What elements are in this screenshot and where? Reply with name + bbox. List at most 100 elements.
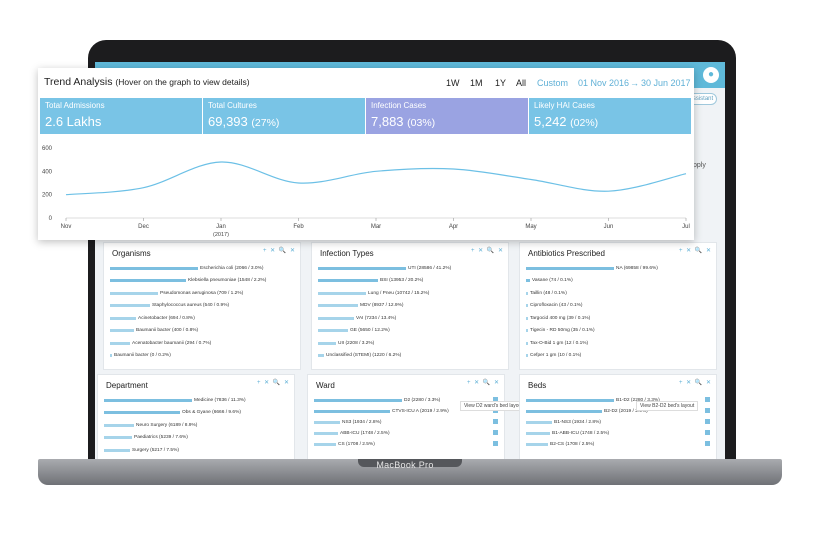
row-bar	[314, 409, 390, 413]
kpi-infection-cases[interactable]: Infection Cases 7,883 (03%)	[366, 98, 529, 134]
list-item[interactable]: ABB-ICU (1748 / 2.5%)	[314, 430, 390, 436]
row-bar	[526, 304, 528, 307]
series-line[interactable]	[65, 161, 687, 196]
row-label: CTVS-ICU A (2019 / 2.9%)	[392, 408, 449, 414]
bed-layout-icon[interactable]	[493, 397, 498, 402]
list-item[interactable]: Vasane (74 / 0.1%)	[526, 278, 573, 284]
row-bar	[110, 316, 136, 320]
list-item[interactable]: Cefper 1 gm (10 / 0.1%)	[526, 353, 581, 359]
list-item[interactable]: Targocid 400 mg (39 / 0.1%)	[526, 315, 590, 321]
row-label: B2-CS (1708 / 2.5%)	[550, 441, 595, 447]
list-item[interactable]: CS (1708 / 2.5%)	[314, 441, 375, 447]
row-label: D2 (2280 / 3.3%)	[404, 397, 441, 403]
list-item[interactable]: Paediatrics (5239 / 7.6%)	[104, 435, 188, 441]
card-tools-icon[interactable]: + ✕ 🔍 ✕	[470, 248, 504, 254]
row-label: Unclassified (STEMI) (1220 / 6.2%)	[326, 353, 402, 358]
x-tick-label: Dec	[138, 224, 149, 230]
card-tools-icon[interactable]: + ✕ 🔍 ✕	[466, 380, 500, 386]
list-item[interactable]: BSI (13953 / 20.2%)	[318, 278, 423, 284]
range-1m[interactable]: 1M	[470, 78, 483, 88]
list-item[interactable]: Acenatobacter baumanii (294 / 0.7%)	[110, 340, 211, 346]
antibiotics-card: Antibiotics Prescribed + ✕ 🔍 ✕ NA (69858…	[519, 242, 717, 370]
card-tools-icon[interactable]: + ✕ 🔍 ✕	[678, 248, 712, 254]
x-tick-label: Jul	[682, 224, 690, 230]
organisms-card: Organisms + ✕ 🔍 ✕ Escherichia coli (2066…	[103, 242, 301, 370]
list-item[interactable]: CTVS-ICU A (2019 / 2.9%)	[314, 408, 449, 414]
bed-layout-icon[interactable]	[705, 419, 710, 424]
list-item[interactable]: Tigecin - RD 50mg (35 / 0.1%)	[526, 328, 595, 334]
user-icon[interactable]: ●	[703, 67, 719, 83]
kpi-total-cultures[interactable]: Total Cultures 69,393 (27%)	[203, 98, 366, 134]
kpi-likely-hai-cases[interactable]: Likely HAI Cases 5,242 (02%)	[529, 98, 692, 134]
list-item[interactable]: VAI (7234 / 13.4%)	[318, 315, 396, 321]
row-bar	[110, 304, 150, 307]
bed-layout-icon[interactable]	[705, 441, 710, 446]
row-bar	[526, 420, 552, 424]
list-item[interactable]: B1-NS3 (1934 / 2.8%)	[526, 419, 601, 425]
range-custom[interactable]: Custom	[537, 78, 569, 88]
list-item[interactable]: Neuro Surgery (6189 / 8.9%)	[104, 422, 197, 428]
infection-types-card: Infection Types + ✕ 🔍 ✕ UTI (28586 / 41.…	[311, 242, 509, 370]
list-item[interactable]: Acinetobacter (694 / 0.8%)	[110, 315, 195, 321]
list-item[interactable]: Tax-O-Bid 1 gm (12 / 0.1%)	[526, 340, 588, 346]
list-item[interactable]: Lung / Pneu (10742 / 15.2%)	[318, 290, 429, 296]
card-tools-icon[interactable]: + ✕ 🔍 ✕	[678, 380, 712, 386]
list-item[interactable]: UII (2208 / 3.2%)	[318, 340, 374, 346]
kpi-total-admissions[interactable]: Total Admissions 2.6 Lakhs	[40, 98, 203, 134]
row-label: Neuro Surgery (6189 / 8.9%)	[136, 422, 198, 428]
list-item[interactable]: MDV (8937 / 12.9%)	[318, 303, 403, 309]
list-item[interactable]: Pseudomonas aeruginosa (709 / 1.2%)	[110, 290, 243, 296]
list-item[interactable]: D2 (2280 / 3.3%)	[314, 397, 440, 403]
list-item[interactable]: Unclassified (STEMI) (1220 / 6.2%)	[318, 353, 401, 359]
list-item[interactable]: Taillin (48 / 0.1%)	[526, 290, 567, 296]
list-item[interactable]: NA (69858 / 99.6%)	[526, 265, 658, 271]
range-all[interactable]: All	[516, 78, 527, 88]
list-item[interactable]: B1-ABB-ICU (1748 / 2.5%)	[526, 430, 609, 436]
list-item[interactable]: B1-D2 (2280 / 3.3%)	[526, 397, 660, 403]
x-tick-label: Jan	[216, 224, 226, 230]
row-bar	[110, 329, 134, 332]
card-title: Beds	[528, 381, 547, 390]
list-item[interactable]: Baumanii bacter (0 / 0.2%)	[110, 353, 171, 359]
card-tools-icon[interactable]: + ✕ 🔍 ✕	[256, 380, 290, 386]
trend-title-text: Trend Analysis	[44, 76, 113, 88]
date-to[interactable]: 30 Jun 2017	[641, 78, 691, 88]
list-item[interactable]: Staphylococcus aureus (540 / 0.9%)	[110, 303, 229, 309]
bed-layout-icon[interactable]	[705, 430, 710, 435]
date-from[interactable]: 01 Nov 2016	[578, 78, 630, 88]
bed-layout-icon[interactable]	[705, 408, 710, 413]
row-label: Acenatobacter baumanii (294 / 0.7%)	[132, 340, 212, 346]
row-bar	[314, 398, 402, 402]
laptop-notch	[358, 459, 462, 467]
trend-subtitle: (Hover on the graph to view details)	[115, 77, 250, 87]
list-item[interactable]: Surgery (5217 / 7.5%)	[104, 447, 179, 453]
laptop-base	[38, 459, 782, 485]
row-bar	[318, 266, 406, 270]
list-item[interactable]: GE (5650 / 12.2%)	[318, 328, 390, 334]
list-item[interactable]: UTI (28586 / 41.2%)	[318, 265, 451, 271]
trend-line-chart[interactable]: 0 200 400 600 Nov Dec Jan Feb Mar Apr May Jun Jul (20…	[38, 138, 694, 238]
list-item[interactable]: Klebsiella pneumoniae (1548 / 2.2%)	[110, 278, 266, 284]
device-label: MacBook Pro	[376, 460, 434, 470]
kpi-label: Infection Cases	[371, 101, 427, 110]
card-tools-icon[interactable]: + ✕ 🔍 ✕	[262, 248, 296, 254]
bed-layout-icon[interactable]	[705, 397, 710, 402]
y-tick-label: 200	[42, 193, 53, 199]
list-item[interactable]: Ciprofloxacin (43 / 0.1%)	[526, 303, 583, 309]
bed-layout-icon[interactable]	[493, 419, 498, 424]
list-item[interactable]: Medicine (7836 / 11.3%)	[104, 397, 246, 403]
row-label: VAI (7234 / 13.4%)	[356, 315, 397, 321]
bed-layout-icon[interactable]	[493, 441, 498, 446]
row-label: Targocid 400 mg (39 / 0.1%)	[530, 315, 591, 321]
bed-layout-icon[interactable]	[493, 430, 498, 435]
list-item[interactable]: B2-D2 (2019 / 2.9%)	[526, 408, 648, 414]
list-item[interactable]: B2-CS (1708 / 2.5%)	[526, 441, 594, 447]
list-item[interactable]: Baumanii bacter (400 / 0.8%)	[110, 328, 198, 334]
list-item[interactable]: Escherichia coli (2066 / 3.0%)	[110, 265, 263, 271]
range-1y[interactable]: 1Y	[495, 78, 507, 88]
ward-card: Ward + ✕ 🔍 ✕ D2 (2280 / 3.3%) CTVS-ICU A …	[307, 374, 527, 460]
list-item[interactable]: NS3 (1934 / 2.8%)	[314, 419, 381, 425]
range-1w[interactable]: 1W	[446, 78, 460, 88]
row-bar	[318, 304, 358, 307]
list-item[interactable]: Obs & Gyane (6666 / 9.6%)	[104, 410, 241, 416]
